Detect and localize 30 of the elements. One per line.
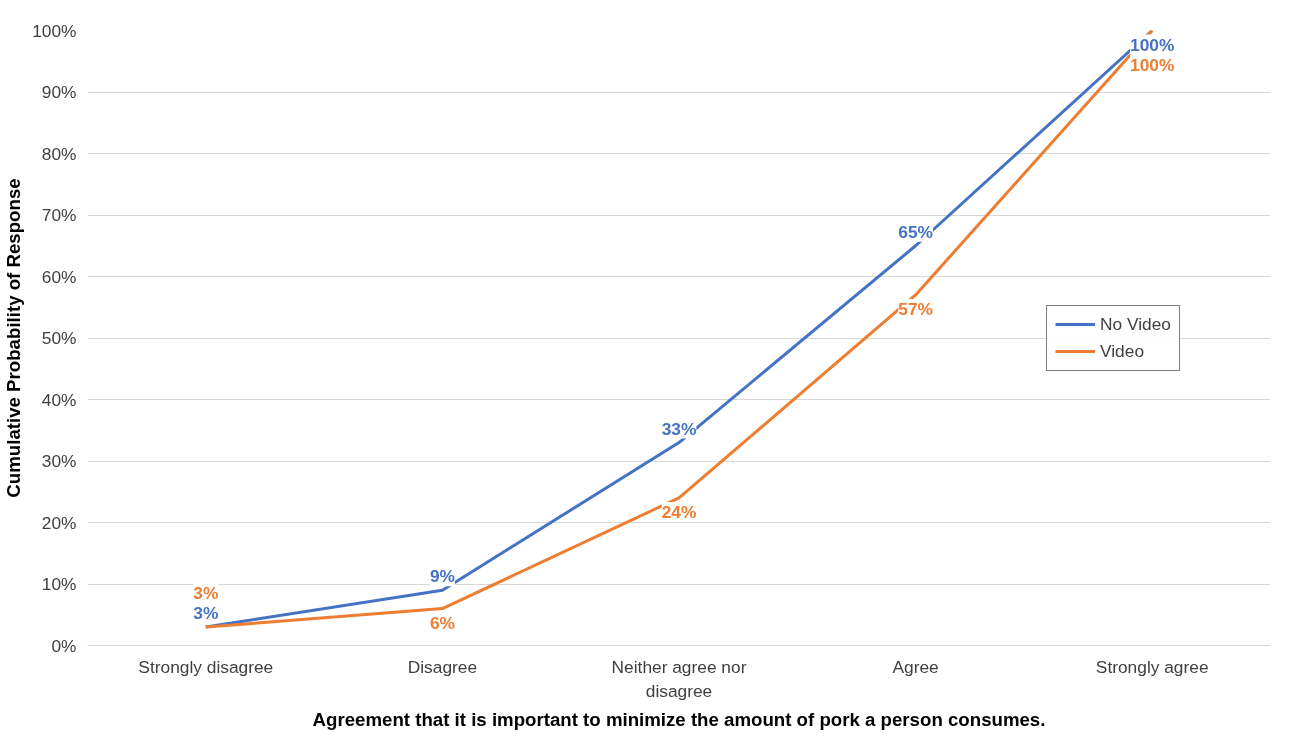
x-tick-label: Strongly disagree [138, 656, 274, 677]
legend-label: No Video [1100, 313, 1171, 335]
y-tick-label: 100% [32, 20, 77, 41]
data-label: 6% [429, 612, 455, 633]
y-tick-label: 90% [41, 82, 77, 102]
data-label: 65% [898, 221, 933, 242]
x-tick-label: Agree [892, 656, 939, 677]
y-tick-label: 0% [51, 635, 77, 656]
y-tick-label: 70% [41, 205, 77, 225]
y-tick-label: 60% [41, 266, 77, 287]
y-axis-title: Cumulative Probability of Response [3, 178, 25, 498]
data-label: 100% [1130, 54, 1175, 75]
y-tick-label: 80% [41, 143, 77, 164]
data-label: 57% [898, 298, 933, 319]
y-tick-label: 10% [41, 574, 77, 594]
data-label: 9% [429, 566, 455, 587]
y-tick-label: 20% [41, 512, 77, 533]
data-label: 33% [661, 418, 697, 439]
y-tick-label: 50% [41, 328, 77, 348]
data-label: 3% [193, 603, 219, 624]
x-tick-label: Disagree [407, 656, 478, 677]
data-label: 100% [1130, 34, 1175, 55]
data-label: 3% [193, 583, 219, 604]
data-label: 24% [661, 501, 697, 522]
legend-label: Video [1100, 340, 1145, 362]
x-tick-label: Strongly agree [1095, 656, 1209, 677]
y-tick-label: 40% [41, 389, 77, 410]
x-axis-title: Agreement that it is important to minimize the amount of pork a person consumes. [312, 708, 1046, 730]
y-tick-label: 30% [41, 451, 77, 471]
x-tick-label: Neither agree nor disagree [611, 656, 747, 701]
